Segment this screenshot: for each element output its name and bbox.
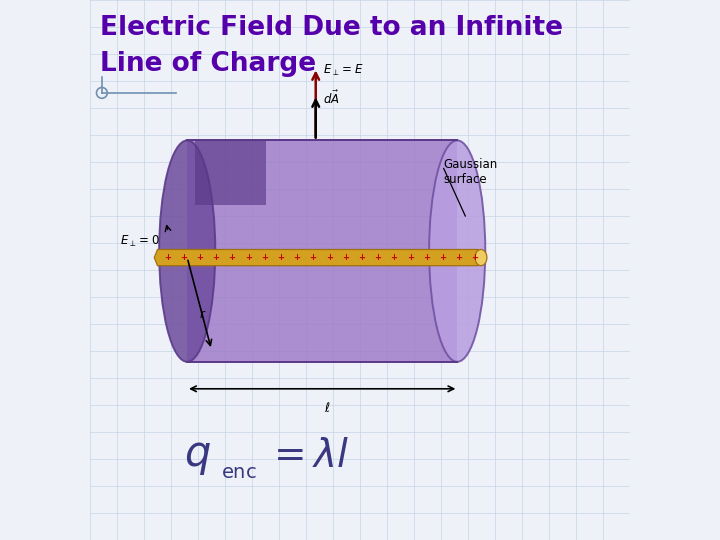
Text: +: + xyxy=(261,253,268,261)
Text: $\ell$: $\ell$ xyxy=(324,401,331,415)
Text: Electric Field Due to an Infinite: Electric Field Due to an Infinite xyxy=(99,15,563,41)
Text: +: + xyxy=(390,253,397,261)
Text: +: + xyxy=(228,253,235,261)
Text: +: + xyxy=(455,253,462,261)
Polygon shape xyxy=(154,249,484,266)
Ellipse shape xyxy=(159,140,215,362)
Text: +: + xyxy=(374,253,382,261)
Text: $E_{\perp} = 0$: $E_{\perp} = 0$ xyxy=(120,234,159,249)
Text: +: + xyxy=(358,253,365,261)
Text: r: r xyxy=(199,308,204,321)
Text: +: + xyxy=(472,253,479,261)
Text: +: + xyxy=(196,253,203,261)
Polygon shape xyxy=(187,140,457,362)
Text: Gaussian
surface: Gaussian surface xyxy=(444,158,498,186)
Text: +: + xyxy=(407,253,414,261)
Text: +: + xyxy=(245,253,252,261)
Text: +: + xyxy=(180,253,187,261)
Text: +: + xyxy=(325,253,333,261)
Text: +: + xyxy=(439,253,446,261)
Text: +: + xyxy=(423,253,430,261)
Ellipse shape xyxy=(429,140,485,362)
Text: $= \lambda l$: $= \lambda l$ xyxy=(266,437,348,475)
Text: $d\vec{A}$: $d\vec{A}$ xyxy=(323,90,340,107)
Text: +: + xyxy=(212,253,220,261)
Polygon shape xyxy=(195,140,266,205)
Ellipse shape xyxy=(475,249,487,266)
Text: +: + xyxy=(310,253,317,261)
Text: $\mathit{q}$: $\mathit{q}$ xyxy=(184,435,212,477)
Text: +: + xyxy=(342,253,349,261)
Text: $\mathrm{enc}$: $\mathrm{enc}$ xyxy=(220,463,256,482)
Text: +: + xyxy=(277,253,284,261)
Text: +: + xyxy=(163,253,171,261)
Text: Line of Charge: Line of Charge xyxy=(99,51,316,77)
Text: $E_{\perp} = E$: $E_{\perp} = E$ xyxy=(323,63,364,78)
Text: +: + xyxy=(293,253,300,261)
